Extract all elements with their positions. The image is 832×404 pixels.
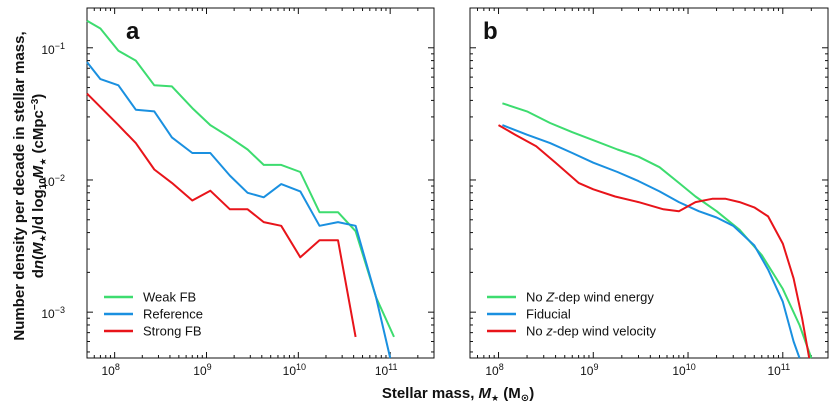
- y-axis-title-line1: Number density per decade in stellar mas…: [11, 31, 28, 340]
- y-tick-label: 10−3: [41, 305, 65, 321]
- x-tick-label: 108: [485, 362, 503, 378]
- series-line-1: [86, 19, 395, 338]
- legend-label: Weak FB: [143, 290, 196, 305]
- legend-label: Reference: [143, 307, 203, 322]
- legend-label: No Z-dep wind energy: [526, 290, 654, 305]
- legend-label: Strong FB: [143, 324, 202, 339]
- series-line-3: [498, 124, 811, 359]
- series-line-2: [86, 61, 392, 359]
- x-tick-label: 109: [193, 362, 211, 378]
- x-tick-label: 1011: [375, 362, 398, 378]
- series-line-1: [502, 102, 813, 359]
- x-tick-label: 1010: [672, 362, 695, 378]
- y-axis-title-line2: dn(M★)/d log10M★ (cMpc−3): [30, 94, 49, 279]
- x-axis-title: Stellar mass, M★ (M⊙): [382, 385, 534, 404]
- y-tick-label: 10−2: [41, 173, 65, 189]
- x-tick-label: 1010: [283, 362, 306, 378]
- series-line-3: [86, 92, 357, 338]
- panel-a-legend: Weak FB Reference Strong FB: [104, 290, 203, 339]
- panel-a-frame: [86, 7, 435, 359]
- y-axis-title: Number density per decade in stellar mas…: [11, 31, 49, 340]
- panel-a-series: [86, 19, 395, 359]
- panel-a-ticks: 108 109 1010 1011 10−1 10−2 10−3: [41, 7, 435, 378]
- x-tick-label: 108: [101, 362, 119, 378]
- panel-b-legend: No Z-dep wind energy Fiducial No z-dep win…: [487, 290, 657, 339]
- x-tick-label: 1011: [767, 362, 790, 378]
- x-tick-label: 109: [580, 362, 598, 378]
- panel-b-letter: b: [483, 18, 498, 45]
- panel-b-series: [498, 102, 813, 359]
- series-line-2: [502, 124, 801, 359]
- legend-label: Fiducial: [526, 307, 571, 322]
- panel-b-frame: [469, 7, 829, 359]
- legend-label: No z-dep wind velocity: [526, 324, 657, 339]
- y-tick-label: 10−1: [41, 41, 65, 57]
- panel-a-letter: a: [126, 18, 140, 45]
- panel-b-ticks: 108 109 1010 1011: [469, 7, 829, 378]
